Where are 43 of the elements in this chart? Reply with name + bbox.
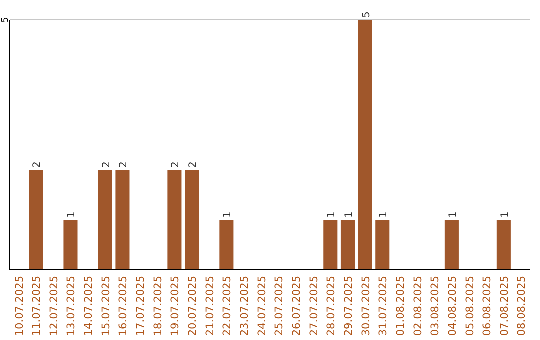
x-tick-label: 11.07.2025 [31,276,44,336]
data-label: 1 [222,212,234,218]
x-tick-label: 13.07.2025 [66,276,78,336]
x-tick-label: 05.08.2025 [464,276,476,336]
x-tick-label: 31.07.2025 [378,276,390,336]
x-tick-label: 07.08.2025 [498,276,511,336]
x-tick-label: 22.07.2025 [222,276,234,336]
data-label: 2 [118,162,130,168]
x-tick-label: 04.08.2025 [446,276,459,336]
x-tick-label: 16.07.2025 [118,276,130,336]
data-label: 2 [170,162,182,168]
x-tick-label: 26.07.2025 [290,276,303,336]
x-tick-label: 03.08.2025 [430,276,442,336]
data-label: 1 [500,212,511,218]
x-tick-label: 20.07.2025 [187,276,200,336]
x-tick-label: 25.07.2025 [274,276,286,336]
x-tick-label: 02.08.2025 [412,276,424,336]
x-tick-label: 19.07.2025 [170,276,182,336]
x-tick-label: 21.07.2025 [204,276,216,336]
x-tick-label: 14.07.2025 [83,276,96,336]
x-tick-label: 17.07.2025 [135,276,148,336]
x-tick-label: 28.07.2025 [326,276,338,336]
x-tick-label: 12.07.2025 [48,276,60,336]
x-tick-label: 15.07.2025 [100,276,112,336]
x-tick-label: 29.07.2025 [342,276,355,336]
x-tick-label: 27.07.2025 [308,276,320,336]
data-label: 1 [344,212,355,218]
data-label: 1 [448,212,459,218]
x-tick-label: 24.07.2025 [256,276,268,336]
data-label: 2 [188,162,200,168]
data-label: 2 [32,162,44,168]
x-tick-label: 23.07.2025 [239,276,252,336]
x-tick-label: 08.08.2025 [516,276,528,336]
data-label: 1 [378,212,390,218]
data-label: 5 [361,12,372,18]
x-tick-label: 18.07.2025 [152,276,164,336]
data-label: 1 [66,212,78,218]
data-label: 1 [326,212,338,218]
x-tick-label: 06.08.2025 [482,276,494,336]
data-label: 2 [101,162,112,168]
x-tick-label: 10.07.2025 [14,276,26,336]
x-tick-label: 01.08.2025 [394,276,407,336]
x-tick-label: 30.07.2025 [360,276,372,336]
